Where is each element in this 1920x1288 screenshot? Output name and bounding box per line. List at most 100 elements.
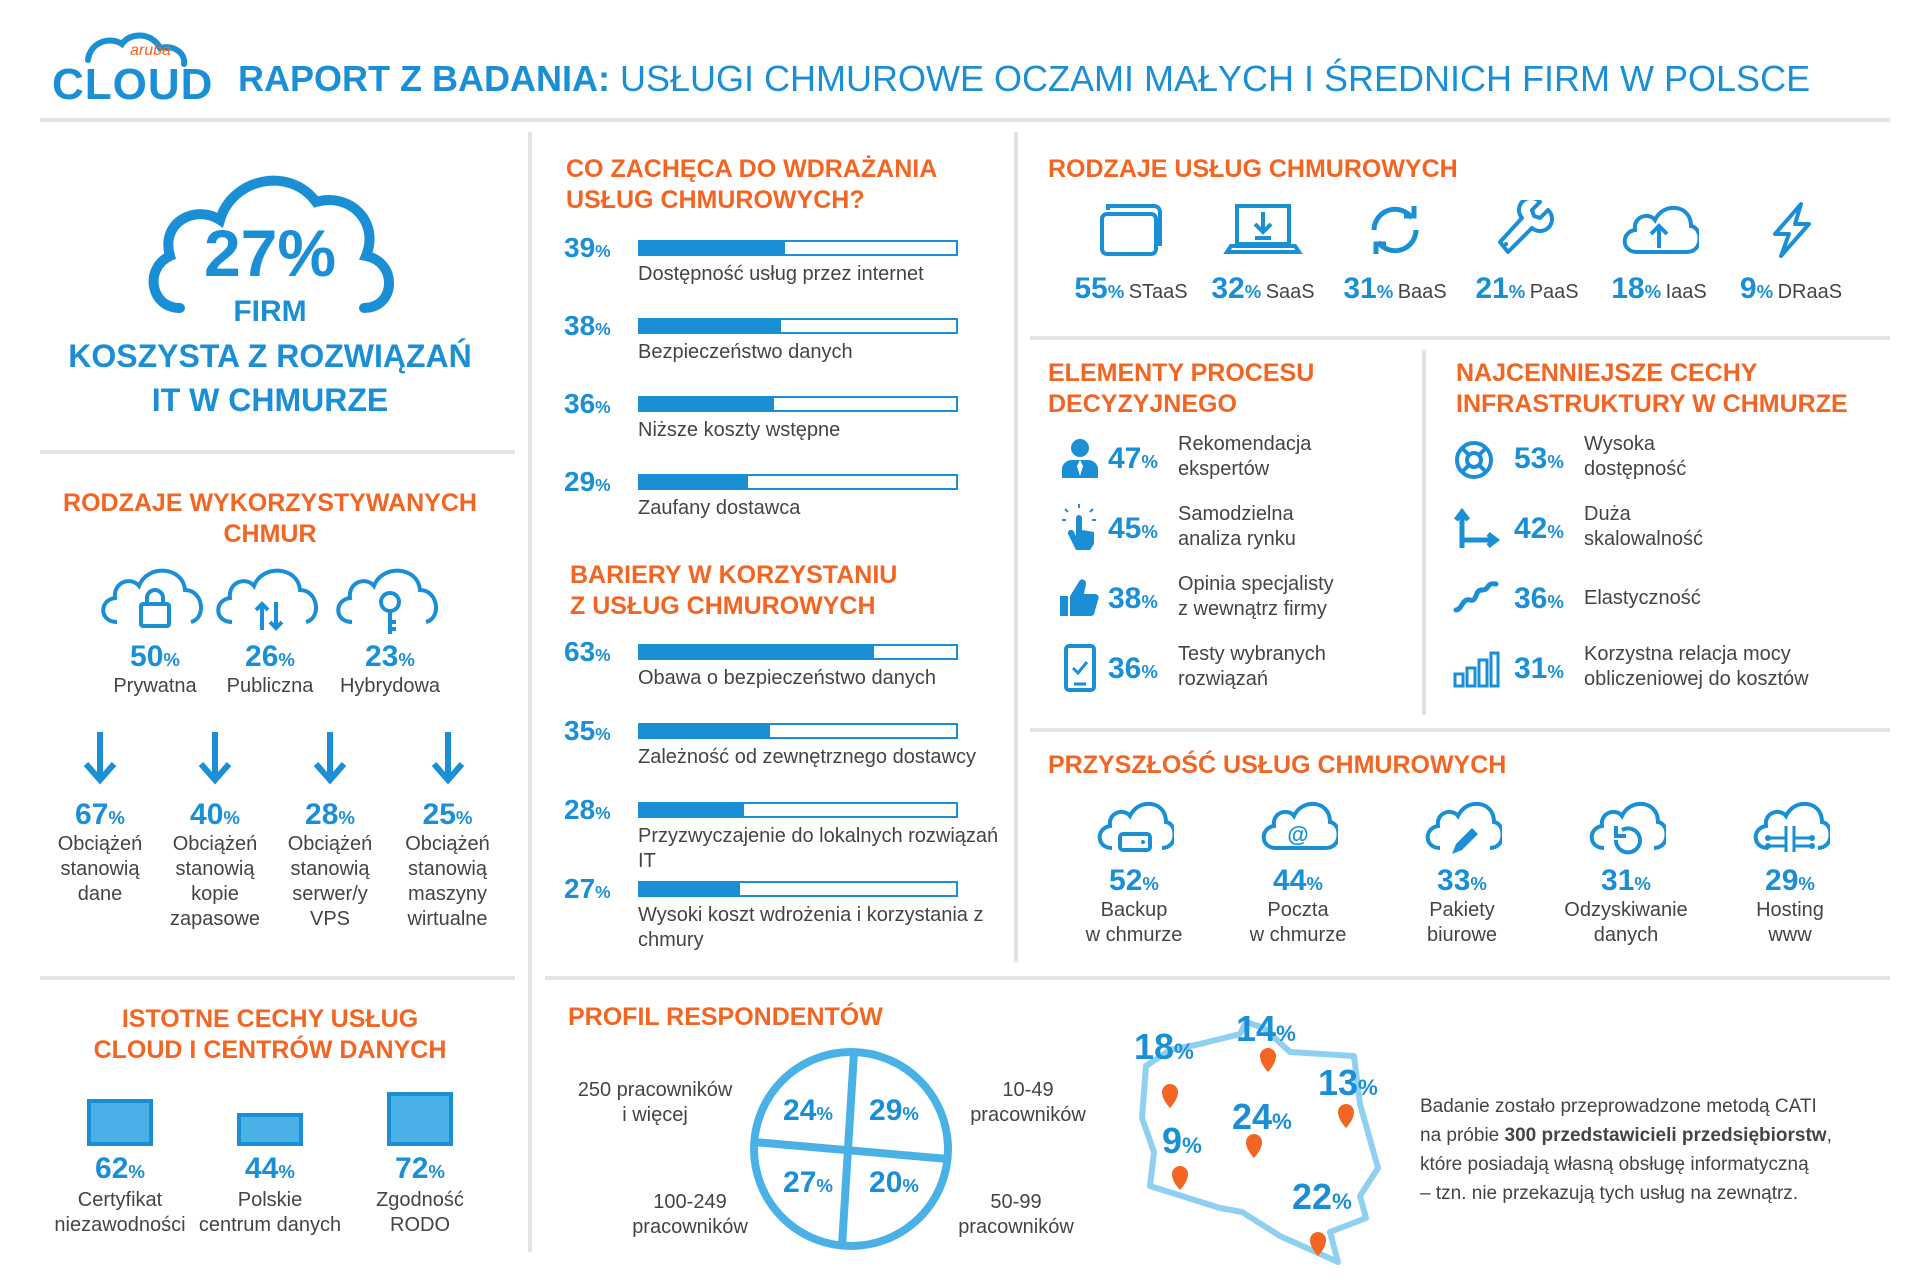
service-value: 55% STaaS xyxy=(1074,272,1188,305)
method-note: Badanie zostało przeprowadzone metodą CA… xyxy=(1420,1092,1890,1208)
cloud-types-title-1: RODZAJE WYKORZYSTYWANYCH xyxy=(63,489,477,517)
region-pct: 22% xyxy=(1292,1176,1352,1217)
future-pct: 44% xyxy=(1273,864,1323,897)
tablet-check-icon xyxy=(1064,644,1096,692)
future-list: 52% Backup w chmurze @ 44% Poczta w chmurz… xyxy=(1052,796,1892,966)
divider-right-mid xyxy=(1422,350,1426,715)
encourage-bar-fill xyxy=(640,320,782,332)
cloud-types-title: RODZAJE WYKORZYSTYWANYCH CHMUR xyxy=(40,488,500,550)
pie-slice-value: 27 xyxy=(783,1166,817,1199)
service-value: 18% IaaS xyxy=(1611,272,1707,305)
barriers-title: BARIERY W KORZYSTANIU Z USŁUG CHMUROWYCH xyxy=(570,560,1010,622)
service-label: IaaS xyxy=(1665,281,1707,303)
encourage-label: Niższe koszty wstępne xyxy=(638,419,841,441)
encourage-pct-value: 29 xyxy=(564,466,596,497)
service-item: 55% STaaS xyxy=(1066,200,1196,306)
decision-label-1: Rekomendacja xyxy=(1178,433,1312,455)
barriers-bar xyxy=(638,802,958,818)
region-pct: 13% xyxy=(1318,1062,1378,1103)
decision-item: 47% Rekomendacja ekspertów xyxy=(1058,430,1418,490)
divider-left-2 xyxy=(40,976,515,980)
barriers-bar xyxy=(638,723,958,739)
profile-title: PROFIL RESPONDENTÓW xyxy=(568,1003,883,1031)
feature-label-2: RODO xyxy=(390,1214,450,1236)
future-pct-value: 31 xyxy=(1601,864,1635,897)
future-pct-value: 33 xyxy=(1437,864,1471,897)
future-pct-value: 52 xyxy=(1109,864,1143,897)
decision-title: ELEMENTY PROCESU DECYZYJNEGO xyxy=(1048,358,1314,420)
decision-label-1: Testy wybranych xyxy=(1178,643,1326,665)
decision-list: 47% Rekomendacja ekspertów 45% Samodzieln… xyxy=(1058,430,1418,710)
pie-label-1: 250 pracowników xyxy=(577,1079,733,1101)
region-value: 18 xyxy=(1134,1026,1175,1067)
decision-label: Opinia specjalisty z wewnątrz firmy xyxy=(1178,572,1334,622)
cloud-drive-icon xyxy=(1097,801,1174,852)
folder-icon xyxy=(1100,204,1162,256)
feature-label-1: Zgodność xyxy=(376,1189,464,1211)
thumbs-up-icon xyxy=(1060,579,1099,617)
future-pct: 33% xyxy=(1437,864,1487,897)
divider-right-1 xyxy=(1030,336,1890,340)
feature-pct: 62% xyxy=(95,1152,145,1185)
barriers-pct: 28% xyxy=(564,794,611,825)
cloud-type-item: 23% Hybrydowa xyxy=(325,560,455,699)
feature-bar xyxy=(237,1113,303,1146)
cloud-type-pct: 23% xyxy=(365,640,415,673)
workload-pct: 67% xyxy=(75,798,125,831)
barriers-bar-fill xyxy=(640,725,771,737)
infra-item: 42% Duża skalowalność xyxy=(1452,500,1892,560)
divider-left-1 xyxy=(40,450,515,454)
decision-item: 38% Opinia specjalisty z wewnątrz firmy xyxy=(1058,570,1418,630)
feature-pct: 72% xyxy=(395,1152,445,1185)
encourage-bar-fill xyxy=(640,476,748,488)
encourage-bar-fill xyxy=(640,242,785,254)
pie-label: 100-249 pracowników xyxy=(620,1190,760,1240)
cloud-type-item: 50% Prywatna xyxy=(95,560,215,699)
encourage-pct: 36% xyxy=(564,388,611,419)
poland-map: 18% 14% 13% 9% 24% 22% xyxy=(1130,1000,1410,1270)
infra-list: 53% Wysoka dostępność 42% Duża skalowalnoś… xyxy=(1452,430,1892,710)
future-label-2: biurowe xyxy=(1426,924,1498,946)
infra-label-1: Duża xyxy=(1584,503,1631,525)
future-label: Pakiety biurowe xyxy=(1380,898,1544,948)
encourage-label: Dostępność usług przez internet xyxy=(638,263,924,285)
service-types-list: 55% STaaS 32% SaaS 31% BaaS 21% PaaS 18%… xyxy=(1066,200,1886,310)
laptop-download-icon xyxy=(1223,204,1303,254)
barriers-bar xyxy=(638,644,958,660)
decision-pct: 36% xyxy=(1108,652,1158,685)
decision-label-2: rozwiązań xyxy=(1178,668,1269,690)
touch-icon xyxy=(1062,504,1096,550)
workload-pct: 28% xyxy=(305,798,355,831)
service-pct: 21 xyxy=(1475,272,1509,305)
service-pct: 18 xyxy=(1611,272,1645,305)
service-pct: 32 xyxy=(1211,272,1245,305)
lightning-icon xyxy=(1773,202,1811,258)
decision-title-1: ELEMENTY PROCESU xyxy=(1048,359,1315,387)
barriers-label: Zależność od zewnętrznego dostawcy xyxy=(638,746,976,768)
feature-pct-value: 72 xyxy=(395,1152,429,1185)
barriers-pct: 27% xyxy=(564,873,611,904)
barriers-pct-value: 35 xyxy=(564,715,596,746)
encourage-pct: 39% xyxy=(564,232,611,263)
feature-label-1: Polskie xyxy=(237,1189,303,1211)
divider-mid-bottom xyxy=(545,976,1890,980)
decision-label: Samodzielna analiza rynku xyxy=(1178,502,1296,552)
arrow-down-icon xyxy=(431,732,464,785)
divider-right-2 xyxy=(1030,728,1890,732)
encourage-list: 39% Dostępność usług przez internet 38% Bez… xyxy=(564,232,1014,532)
cloud-type-pct-value: 50 xyxy=(130,640,164,673)
cloud-lock-icon xyxy=(101,568,203,628)
infra-title-2: INFRASTRUKTURY W CHMURZE xyxy=(1456,390,1848,418)
future-label-2: w chmurze xyxy=(1085,924,1183,946)
service-item: 9% DRaaS xyxy=(1726,200,1856,306)
map-pin-icon xyxy=(1246,1134,1262,1158)
future-pct: 52% xyxy=(1109,864,1159,897)
decision-item: 45% Samodzielna analiza rynku xyxy=(1058,500,1418,560)
future-pct-value: 44 xyxy=(1273,864,1307,897)
workload-item: 40% Obciążeń stanowią kopie zapasowe xyxy=(160,730,270,932)
method-line-1: Badanie zostało przeprowadzone metodą CA… xyxy=(1420,1096,1817,1117)
hero-line3: IT W CHMURZE xyxy=(151,382,389,418)
workload-pct-value: 67 xyxy=(75,798,109,831)
service-value: 32% SaaS xyxy=(1211,272,1315,305)
service-value: 9% DRaaS xyxy=(1739,272,1843,305)
